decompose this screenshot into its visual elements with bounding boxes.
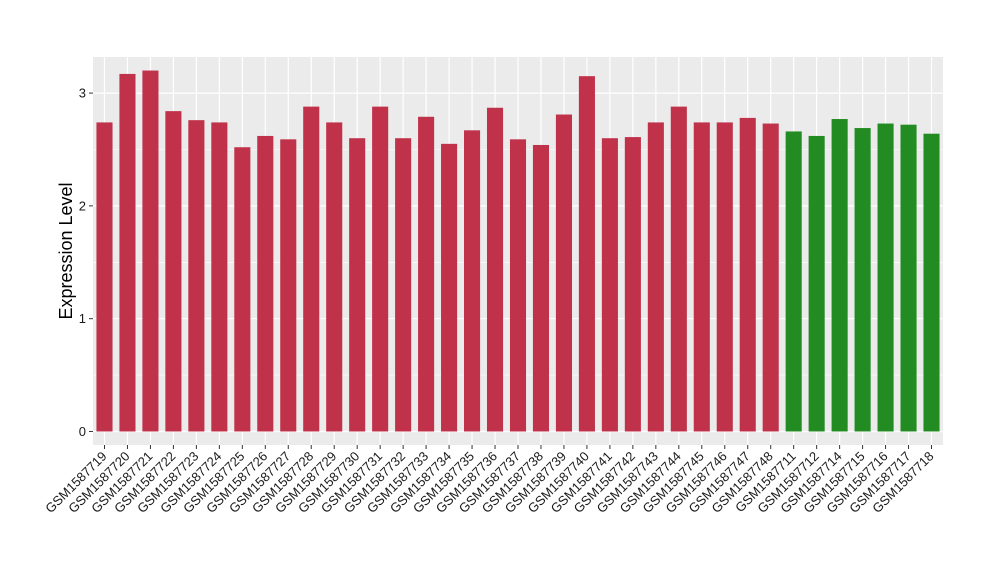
bar-GSM1587723 <box>188 120 205 432</box>
bar-GSM1587733 <box>418 116 435 432</box>
bar-GSM1587727 <box>280 139 297 432</box>
bar-GSM1587721 <box>142 70 159 432</box>
bar-GSM1587748 <box>762 123 779 432</box>
bar-GSM1587740 <box>578 76 595 432</box>
bar-GSM1587744 <box>670 106 687 432</box>
bar-GSM1587725 <box>234 147 251 432</box>
bar-GSM1587742 <box>624 137 641 432</box>
bar-GSM1587728 <box>303 106 320 432</box>
bar-GSM1587715 <box>854 128 871 432</box>
bar-GSM1587736 <box>486 107 504 432</box>
bar-GSM1587737 <box>509 139 527 432</box>
bar-GSM1587745 <box>693 122 710 432</box>
bar-GSM1587720 <box>119 73 136 432</box>
bar-GSM1587738 <box>532 144 550 432</box>
bar-GSM1587722 <box>165 111 182 432</box>
x-axis: GSM1587719GSM1587720GSM1587721GSM1587722… <box>42 445 937 516</box>
bar-GSM1587729 <box>326 122 343 432</box>
y-tick-label: 3 <box>79 86 86 101</box>
bar-GSM1587716 <box>877 123 894 432</box>
bar-GSM1587735 <box>464 130 481 432</box>
bars <box>96 70 940 432</box>
bar-GSM1587717 <box>900 124 917 432</box>
bar-GSM1587719 <box>96 122 113 432</box>
bar-GSM1587734 <box>441 143 458 432</box>
y-axis-title: Expression Level <box>56 182 76 319</box>
bar-GSM1587714 <box>831 119 848 432</box>
bar-GSM1587741 <box>601 138 618 432</box>
bar-GSM1587726 <box>257 135 274 432</box>
bar-GSM1587743 <box>647 122 664 432</box>
bar-GSM1587731 <box>372 106 389 432</box>
bar-GSM1587739 <box>555 114 572 432</box>
bar-GSM1587747 <box>739 117 756 432</box>
y-axis: 0 1 2 3 <box>79 86 93 439</box>
bar-GSM1587732 <box>395 138 412 432</box>
bar-GSM1587712 <box>808 135 825 432</box>
bar-GSM1587746 <box>716 122 733 432</box>
bar-GSM1587724 <box>211 122 228 432</box>
y-tick-label: 1 <box>79 311 86 326</box>
bar-GSM1587718 <box>923 133 940 432</box>
bar-GSM1587711 <box>785 131 802 432</box>
y-tick-label: 2 <box>79 198 86 213</box>
bar-GSM1587730 <box>349 138 366 432</box>
y-tick-label: 0 <box>79 424 86 439</box>
